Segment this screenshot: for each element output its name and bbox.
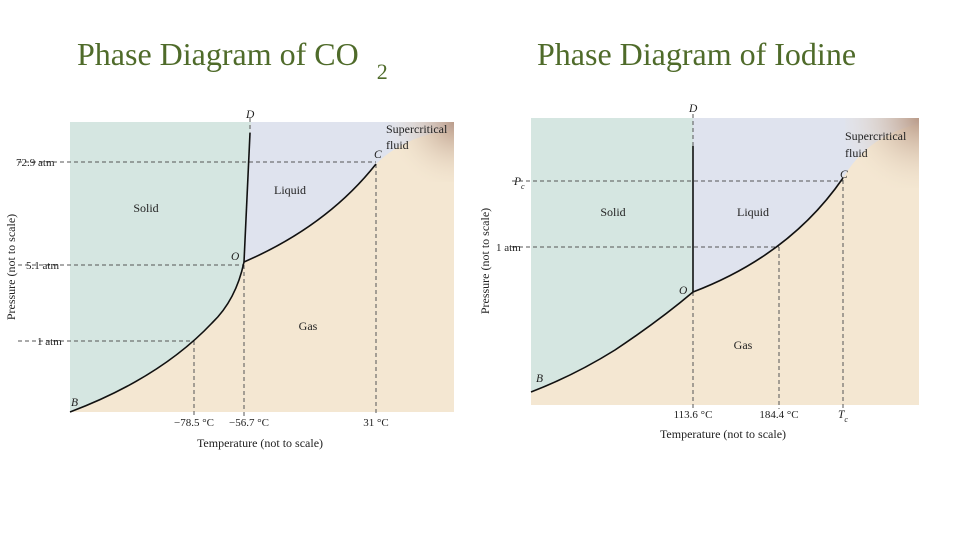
iodine-supercritical-label: Supercritical [845, 129, 907, 143]
co2-sublimation-curve [69, 261, 245, 413]
iodine-solid-label: Solid [600, 205, 625, 219]
co2-slide-title: Phase Diagram of CO 2 [77, 36, 388, 84]
iodine-vaporization-curve [692, 177, 844, 293]
iodine-phase-diagram: Pc 1 atm 113.6 °C 184.4 °C Tc Temperatur… [478, 103, 919, 441]
co2-x-axis-title: Temperature (not to scale) [197, 436, 323, 450]
co2-title-subscript: 2 [376, 59, 388, 84]
co2-solid-label: Solid [133, 201, 158, 215]
iodine-point-d: D [688, 103, 698, 115]
iodine-sublimation-curve [530, 291, 694, 393]
co2-temp-minus78: −78.5 °C [174, 417, 214, 429]
co2-point-o: O [231, 251, 240, 263]
iodine-liquid-label: Liquid [737, 205, 769, 219]
iodine-point-o: O [679, 285, 688, 297]
iodine-pressure-pc: Pc [513, 176, 525, 191]
iodine-point-b: B [536, 373, 543, 385]
co2-gas-label: Gas [299, 319, 318, 333]
iodine-temp-113: 113.6 °C [674, 409, 713, 421]
iodine-pressure-1atm: 1 atm [496, 242, 521, 254]
co2-point-d: D [245, 109, 255, 121]
iodine-temp-184: 184.4 °C [759, 409, 798, 421]
co2-title-text: Phase Diagram of CO [77, 36, 359, 72]
co2-y-axis-title: Pressure (not to scale) [4, 214, 18, 320]
iodine-y-axis-title: Pressure (not to scale) [478, 208, 492, 314]
co2-point-c: C [374, 149, 382, 161]
iodine-point-c: C [840, 169, 848, 181]
iodine-liquid-region [693, 118, 919, 292]
iodine-x-axis-title: Temperature (not to scale) [660, 427, 786, 441]
co2-solid-region [70, 122, 251, 412]
co2-pressure-5-1: 5.1 atm [26, 260, 59, 272]
co2-temp-31: 31 °C [363, 417, 389, 429]
co2-phase-diagram: 72.9 atm 5.1 atm 1 atm −78.5 °C −56.7 °C… [4, 109, 454, 450]
co2-supercritical-label: Supercritical [386, 122, 448, 136]
iodine-fluid-label: fluid [845, 146, 868, 160]
iodine-temp-tc: Tc [838, 409, 848, 424]
co2-supercritical-shading [380, 122, 454, 182]
co2-pressure-1atm: 1 atm [37, 336, 62, 348]
co2-melting-curve [243, 132, 251, 263]
co2-vaporization-curve [243, 163, 377, 263]
iodine-supercritical-shading [845, 118, 919, 188]
co2-liquid-label: Liquid [274, 183, 306, 197]
co2-fluid-label: fluid [386, 138, 409, 152]
iodine-slide-title: Phase Diagram of Iodine [537, 36, 857, 72]
co2-point-b: B [71, 397, 78, 409]
co2-pressure-72-9: 72.9 atm [16, 157, 55, 169]
co2-liquid-region [244, 122, 454, 262]
co2-temp-minus56: −56.7 °C [229, 417, 269, 429]
iodine-gas-label: Gas [734, 338, 753, 352]
